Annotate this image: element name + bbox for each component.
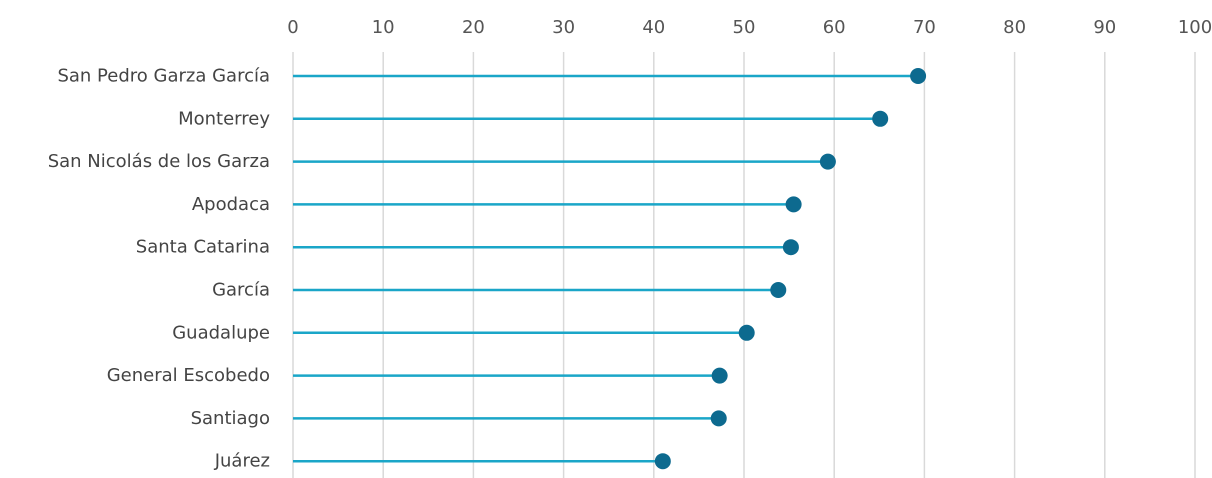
lollipop-stems xyxy=(293,74,919,463)
lollipop-dot xyxy=(654,453,671,470)
x-tick-label: 90 xyxy=(1093,17,1116,38)
category-label: San Pedro Garza García xyxy=(57,66,270,87)
category-label: Apodaca xyxy=(192,194,270,215)
category-label: General Escobedo xyxy=(107,365,270,386)
lollipop-dot xyxy=(819,153,836,170)
x-tick-label: 10 xyxy=(372,17,395,38)
x-axis-ticks: 0 10 20 30 40 50 60 70 80 90 100 xyxy=(287,17,1212,38)
x-tick-label: 80 xyxy=(1003,17,1026,38)
lollipop-dot xyxy=(738,324,755,341)
category-labels: San Pedro Garza García Monterrey San Nicol… xyxy=(48,66,271,472)
lollipop-dot xyxy=(872,110,889,127)
x-tick-label: 50 xyxy=(733,17,756,38)
category-label: Santa Catarina xyxy=(136,237,270,258)
lollipop-dot xyxy=(710,410,727,427)
lollipop-dot xyxy=(711,367,728,384)
category-label: San Nicolás de los Garza xyxy=(48,151,270,172)
x-tick-label: 40 xyxy=(642,17,665,38)
x-tick-label: 20 xyxy=(462,17,485,38)
lollipop-dot xyxy=(785,196,802,213)
x-tick-label: 0 xyxy=(287,17,298,38)
category-label: Juárez xyxy=(214,451,270,472)
x-tick-label: 60 xyxy=(823,17,846,38)
category-label: Santiago xyxy=(191,408,270,429)
lollipop-dot xyxy=(770,282,787,298)
lollipop-dot xyxy=(910,68,927,84)
category-label: Monterrey xyxy=(178,108,270,129)
grid-lines xyxy=(292,52,1196,478)
category-label: García xyxy=(212,280,270,301)
x-tick-label: 70 xyxy=(913,17,936,38)
lollipop-dots xyxy=(654,68,927,470)
lollipop-dot xyxy=(782,239,799,256)
x-tick-label: 100 xyxy=(1178,17,1212,38)
category-label: Guadalupe xyxy=(172,322,270,343)
x-tick-label: 30 xyxy=(552,17,575,38)
